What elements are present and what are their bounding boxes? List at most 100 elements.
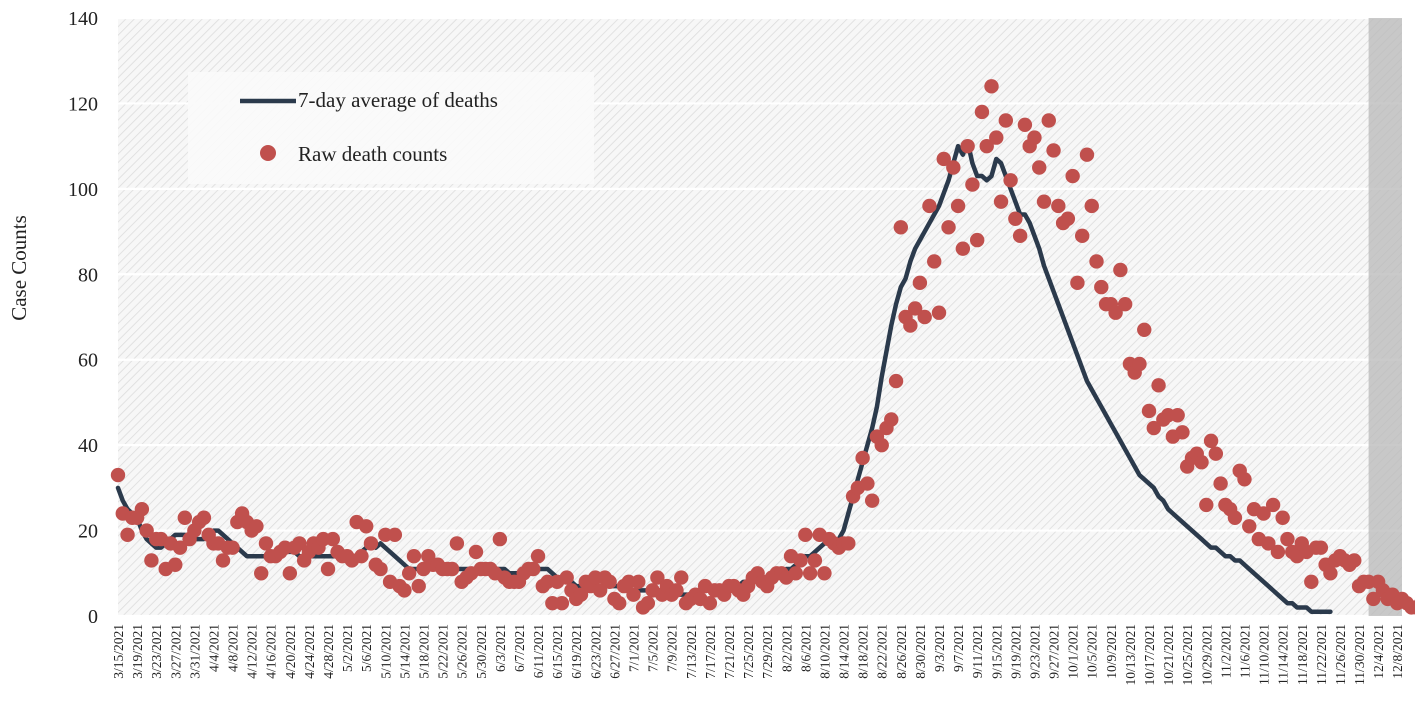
x-tick-label: 7/5/2021 <box>646 624 661 672</box>
raw-death-point <box>1017 117 1033 132</box>
legend: 7-day average of deaths Raw death counts <box>188 72 594 184</box>
x-tick-label: 8/14/2021 <box>837 624 852 679</box>
raw-death-point <box>1051 198 1066 214</box>
x-tick-label: 4/24/2021 <box>302 624 317 679</box>
raw-death-point <box>363 536 379 551</box>
x-tick-label: 8/6/2021 <box>798 624 813 672</box>
gridlines <box>118 16 1402 618</box>
raw-death-point <box>793 553 808 568</box>
raw-death-point <box>168 557 183 572</box>
y-tick-label: 0 <box>88 606 98 628</box>
raw-death-point <box>1213 476 1228 491</box>
raw-death-point <box>1117 296 1133 312</box>
raw-death-point <box>120 527 135 543</box>
x-tick-label: 8/10/2021 <box>817 624 832 679</box>
x-tick-label: 9/15/2021 <box>989 624 1004 679</box>
y-axis: 0 20 40 60 80 100 120 140 <box>68 8 98 628</box>
x-tick-label: 8/26/2021 <box>894 624 909 679</box>
raw-death-point <box>1008 211 1023 226</box>
x-tick-label: 6/11/2021 <box>531 624 546 678</box>
raw-death-point <box>941 220 956 235</box>
x-tick-label: 11/2/2021 <box>1218 624 1233 678</box>
raw-death-point <box>989 130 1004 145</box>
shaded-region-rect <box>1368 18 1402 616</box>
raw-death-point <box>387 527 403 543</box>
x-tick-label: 9/19/2021 <box>1008 624 1023 679</box>
raw-death-point <box>931 305 947 320</box>
raw-death-point <box>1151 378 1166 393</box>
raw-death-point <box>1003 173 1018 188</box>
raw-death-point <box>1132 356 1147 372</box>
raw-death-point <box>1070 275 1085 291</box>
raw-death-point <box>884 412 899 427</box>
x-tick-label: 9/11/2021 <box>970 624 985 678</box>
raw-death-point <box>1265 497 1281 513</box>
raw-death-point <box>1012 228 1028 244</box>
raw-death-point <box>1242 519 1257 534</box>
raw-death-point <box>802 566 818 581</box>
x-tick-label: 4/20/2021 <box>283 624 298 679</box>
x-tick-label: 11/18/2021 <box>1295 624 1310 685</box>
raw-death-point <box>922 198 937 214</box>
y-tick-label: 140 <box>68 8 98 30</box>
raw-death-point <box>955 241 971 256</box>
x-tick-label: 6/19/2021 <box>569 624 584 679</box>
raw-death-point <box>669 583 684 598</box>
raw-death-point <box>960 138 975 154</box>
raw-death-point <box>354 549 369 564</box>
raw-death-point <box>965 177 980 192</box>
raw-death-point <box>172 540 188 555</box>
raw-death-point <box>254 566 269 581</box>
raw-death-point <box>912 275 928 291</box>
raw-death-point <box>1366 591 1381 607</box>
x-tick-label: 6/3/2021 <box>493 624 508 672</box>
shaded-region <box>1368 18 1402 616</box>
raw-death-point <box>807 553 823 568</box>
raw-death-point <box>874 437 889 453</box>
legend-box <box>188 72 594 184</box>
raw-death-point <box>468 544 484 560</box>
x-tick-label: 3/15/2021 <box>111 624 126 679</box>
raw-death-point <box>1036 194 1052 209</box>
raw-death-point <box>449 536 465 551</box>
x-tick-label: 5/30/2021 <box>474 624 489 679</box>
raw-death-point <box>1203 433 1219 449</box>
x-tick-label: 11/6/2021 <box>1237 624 1252 678</box>
x-tick-label: 10/21/2021 <box>1161 624 1176 686</box>
x-tick-label: 10/13/2021 <box>1123 624 1138 686</box>
raw-death-point <box>215 553 231 568</box>
x-tick-label: 7/25/2021 <box>741 624 756 679</box>
raw-death-point <box>1074 228 1090 244</box>
x-tick-label: 7/13/2021 <box>684 624 699 679</box>
raw-death-point <box>1137 322 1152 338</box>
raw-death-point <box>292 536 307 551</box>
x-tick-label: 4/12/2021 <box>245 624 260 679</box>
raw-death-point <box>602 574 617 590</box>
raw-death-point <box>249 519 264 534</box>
raw-death-point <box>855 450 870 466</box>
raw-death-point <box>1141 403 1157 419</box>
raw-death-point <box>1079 147 1095 162</box>
raw-death-point <box>1227 510 1243 525</box>
y-tick-label: 20 <box>78 521 98 543</box>
raw-death-point <box>110 467 126 483</box>
raw-death-point <box>139 523 154 538</box>
x-tick-label: 6/23/2021 <box>588 624 603 679</box>
x-tick-label: 11/14/2021 <box>1276 624 1291 685</box>
raw-death-point <box>444 561 460 577</box>
x-tick-label: 12/4/2021 <box>1371 624 1386 679</box>
raw-death-point <box>373 561 388 577</box>
x-tick-label: 10/5/2021 <box>1085 624 1100 679</box>
raw-death-point <box>907 301 923 316</box>
legend-label-average: 7-day average of deaths <box>298 88 498 112</box>
raw-death-point <box>1089 254 1104 269</box>
raw-death-point <box>258 536 274 551</box>
raw-death-point <box>1027 130 1042 145</box>
raw-death-point <box>1199 497 1214 513</box>
raw-death-point <box>1032 160 1047 175</box>
x-tick-label: 4/4/2021 <box>206 624 221 672</box>
x-tick-label: 10/1/2021 <box>1066 624 1081 679</box>
raw-death-point <box>979 138 994 154</box>
x-tick-label: 9/3/2021 <box>932 624 947 672</box>
x-tick-label: 7/21/2021 <box>722 624 737 679</box>
